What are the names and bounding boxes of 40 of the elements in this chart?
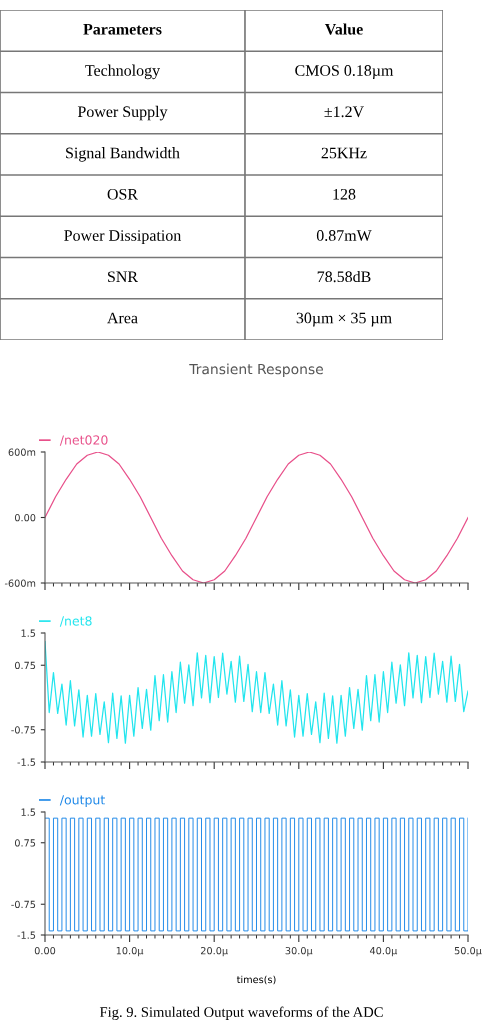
legend-label: /net8 <box>59 616 92 627</box>
text: Parameters <box>83 24 162 35</box>
text: Signal Bandwidth <box>66 147 180 162</box>
text: CMOS 0.18µm <box>295 65 394 80</box>
text: OSR <box>107 188 138 200</box>
x-axis-title: times(s) <box>236 975 276 985</box>
legend-label: /output <box>59 795 105 807</box>
chart-title: Transient Response <box>189 363 323 377</box>
text: Power Supply <box>77 105 168 121</box>
y-tick-label: 1.5 <box>21 808 36 816</box>
text: SNR <box>108 271 138 283</box>
x-tick-label: 40.0µ <box>369 946 398 957</box>
x-tick-label: 0.00 <box>34 946 56 955</box>
y-tick-label: 1.5 <box>21 629 36 637</box>
y-tick-label: 600m <box>8 448 36 456</box>
text: Area <box>107 312 138 324</box>
y-tick-label: -1.5 <box>17 758 36 766</box>
text: 25KHz <box>321 147 367 159</box>
y-tick-label: -600m <box>4 579 36 587</box>
text: 78.58dB <box>317 270 371 283</box>
x-tick-label: 50.0µ <box>454 946 482 957</box>
caption: Fig. 9. Simulated Output waveforms of the ADC <box>99 1006 383 1020</box>
y-tick-label: -1.5 <box>17 931 36 939</box>
y-tick-label: -0.75 <box>11 900 36 909</box>
y-tick-label: 0.00 <box>14 513 36 522</box>
text: Value <box>324 23 363 35</box>
text: 30µm × 35 µm <box>296 312 392 327</box>
text: Power Dissipation <box>64 230 182 245</box>
text: ±1.2V <box>324 106 364 118</box>
y-tick-label: 0.75 <box>14 839 36 847</box>
y-tick-label: 0.75 <box>14 661 36 670</box>
line-series <box>45 452 468 583</box>
x-tick-label: 10.0µ <box>116 946 144 957</box>
x-tick-label: 20.0µ <box>201 946 228 957</box>
text: Technology <box>85 64 161 80</box>
legend-label: /net020 <box>59 435 108 446</box>
text: 0.87mW <box>316 230 372 241</box>
x-tick-label: 30.0µ <box>285 946 313 957</box>
text: 128 <box>333 188 356 200</box>
y-tick-label: -0.75 <box>11 726 36 734</box>
